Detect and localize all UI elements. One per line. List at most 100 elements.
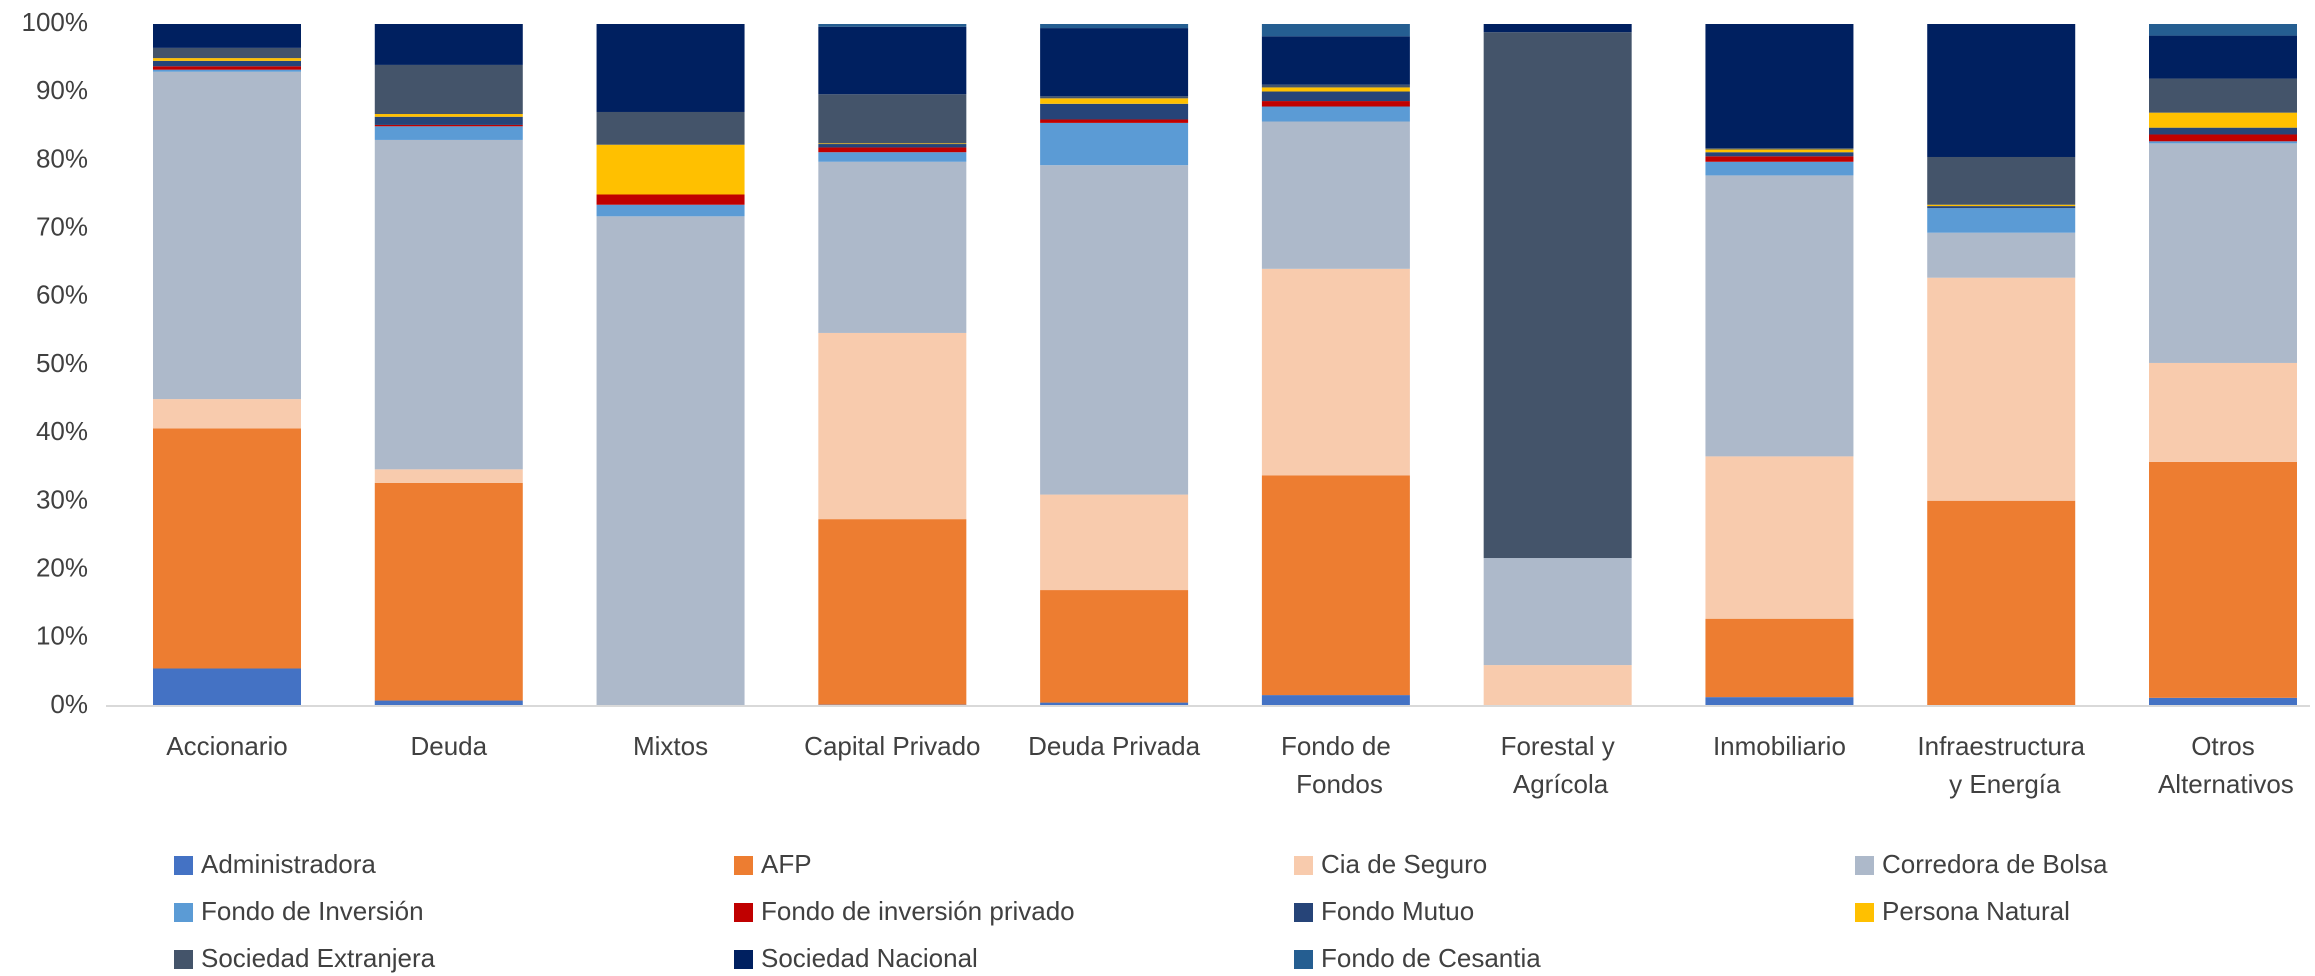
legend-label: Sociedad Extranjera [201, 943, 436, 973]
bar-segment [2149, 78, 2297, 113]
legend-label: Sociedad Nacional [761, 943, 978, 973]
y-tick-label: 0% [50, 689, 88, 719]
bar-segment [596, 111, 745, 145]
bar-segment [1261, 121, 1410, 269]
bar-segment [374, 469, 523, 483]
bar-segment [374, 482, 523, 701]
bar-segment [2149, 143, 2297, 363]
bar-segment [1040, 494, 1189, 591]
x-tick-label: Inmobiliario [1713, 731, 1846, 761]
legend-label: Persona Natural [1882, 896, 2070, 926]
bar-segment [1927, 206, 2076, 209]
x-tick-label: Mixtos [633, 731, 708, 761]
bar-segment [1927, 156, 2076, 205]
bar-segment [1927, 500, 2076, 706]
y-tick-label: 80% [36, 143, 88, 173]
bar-segment [1927, 208, 2076, 233]
bar-segment [153, 668, 301, 706]
bar-segment [153, 60, 301, 67]
bar-segment [2149, 697, 2297, 706]
bar-segment [1040, 122, 1189, 166]
bar-segment [1040, 103, 1189, 120]
bar-segment [374, 139, 523, 470]
bar-segment [1040, 119, 1189, 123]
bar-segment [374, 700, 523, 706]
bar-segment [1927, 232, 2076, 278]
bar-segment [153, 24, 301, 48]
bar-segment [818, 24, 967, 27]
y-tick-label: 10% [36, 621, 88, 651]
x-tick-label: Otros Alternativos [2152, 731, 2294, 799]
y-tick-label: 20% [36, 552, 88, 582]
bar-segment [153, 69, 301, 72]
bar-segment [1040, 590, 1189, 703]
bar-segment [2149, 35, 2297, 79]
bar-segment [1705, 456, 1854, 619]
bar-segment [1483, 558, 1632, 666]
bar-segment [1927, 24, 2076, 157]
y-tick-label: 30% [36, 484, 88, 514]
bar-segment [1927, 204, 2076, 207]
bar-segment [1705, 175, 1854, 457]
y-tick-label: 60% [36, 280, 88, 310]
bar-segment [1705, 618, 1854, 698]
y-tick-label: 40% [36, 416, 88, 446]
x-tick-label: Capital Privado [804, 731, 980, 761]
x-tick-label: Forestal y Agrícola [1501, 731, 1615, 799]
bar-segment [153, 66, 301, 70]
bar-segment [2149, 141, 2297, 144]
bar-segment [2149, 461, 2297, 698]
legend-label: Fondo de Inversión [201, 896, 424, 926]
bar-segment [596, 144, 745, 195]
bar-segment [374, 64, 523, 115]
bar-segment [2149, 362, 2297, 462]
bar-segment [374, 114, 523, 117]
bar-segment [153, 71, 301, 400]
legend-swatch [1294, 856, 1313, 875]
x-tick-label: Accionario [166, 731, 287, 761]
bar-segment [153, 47, 301, 59]
bar-segment [1261, 91, 1410, 102]
bar-segment [1040, 98, 1189, 104]
bar-segment [1705, 161, 1854, 176]
bar-segment [1040, 24, 1189, 29]
legend-swatch [734, 856, 753, 875]
bar-segment [1705, 152, 1854, 157]
bar-segment [2149, 112, 2297, 128]
legend-swatch [1855, 856, 1874, 875]
y-tick-label: 70% [36, 211, 88, 241]
bar-segment [818, 519, 967, 705]
bar-segment [818, 143, 967, 145]
bar-segment [2149, 134, 2297, 142]
x-tick-label: Infraestructura y Energía [1917, 731, 2085, 799]
bar-segment [1261, 475, 1410, 696]
bar-segment [1261, 695, 1410, 706]
legend-swatch [1294, 903, 1313, 922]
legend-label: Fondo de Cesantia [1321, 943, 1541, 973]
legend-swatch [734, 903, 753, 922]
bar-segment [153, 428, 301, 669]
legend-swatch [174, 903, 193, 922]
bar-segment [818, 144, 967, 148]
x-tick-label: Deuda [410, 731, 487, 761]
bar-segment [818, 332, 967, 520]
bar-segment [596, 194, 745, 205]
bar-segment [1261, 101, 1410, 107]
bar-segment [1705, 149, 1854, 153]
bar-segment [1261, 36, 1410, 85]
bar-segment [374, 126, 523, 140]
bar-segment [1040, 28, 1189, 97]
legend-label: Cia de Seguro [1321, 849, 1487, 879]
x-tick-label: Fondo de Fondos [1281, 731, 1391, 799]
bar-segment [1040, 96, 1189, 99]
bar-segment [374, 24, 523, 65]
bar-segment [374, 124, 523, 127]
legend-swatch [174, 856, 193, 875]
bar-segment [1261, 268, 1410, 476]
bar-segment [1705, 156, 1854, 162]
bar-segment [2149, 24, 2297, 36]
bar-segment [818, 26, 967, 95]
bar-segment [1705, 24, 1854, 149]
bar-segment [596, 24, 745, 112]
bar-segment [1261, 106, 1410, 122]
